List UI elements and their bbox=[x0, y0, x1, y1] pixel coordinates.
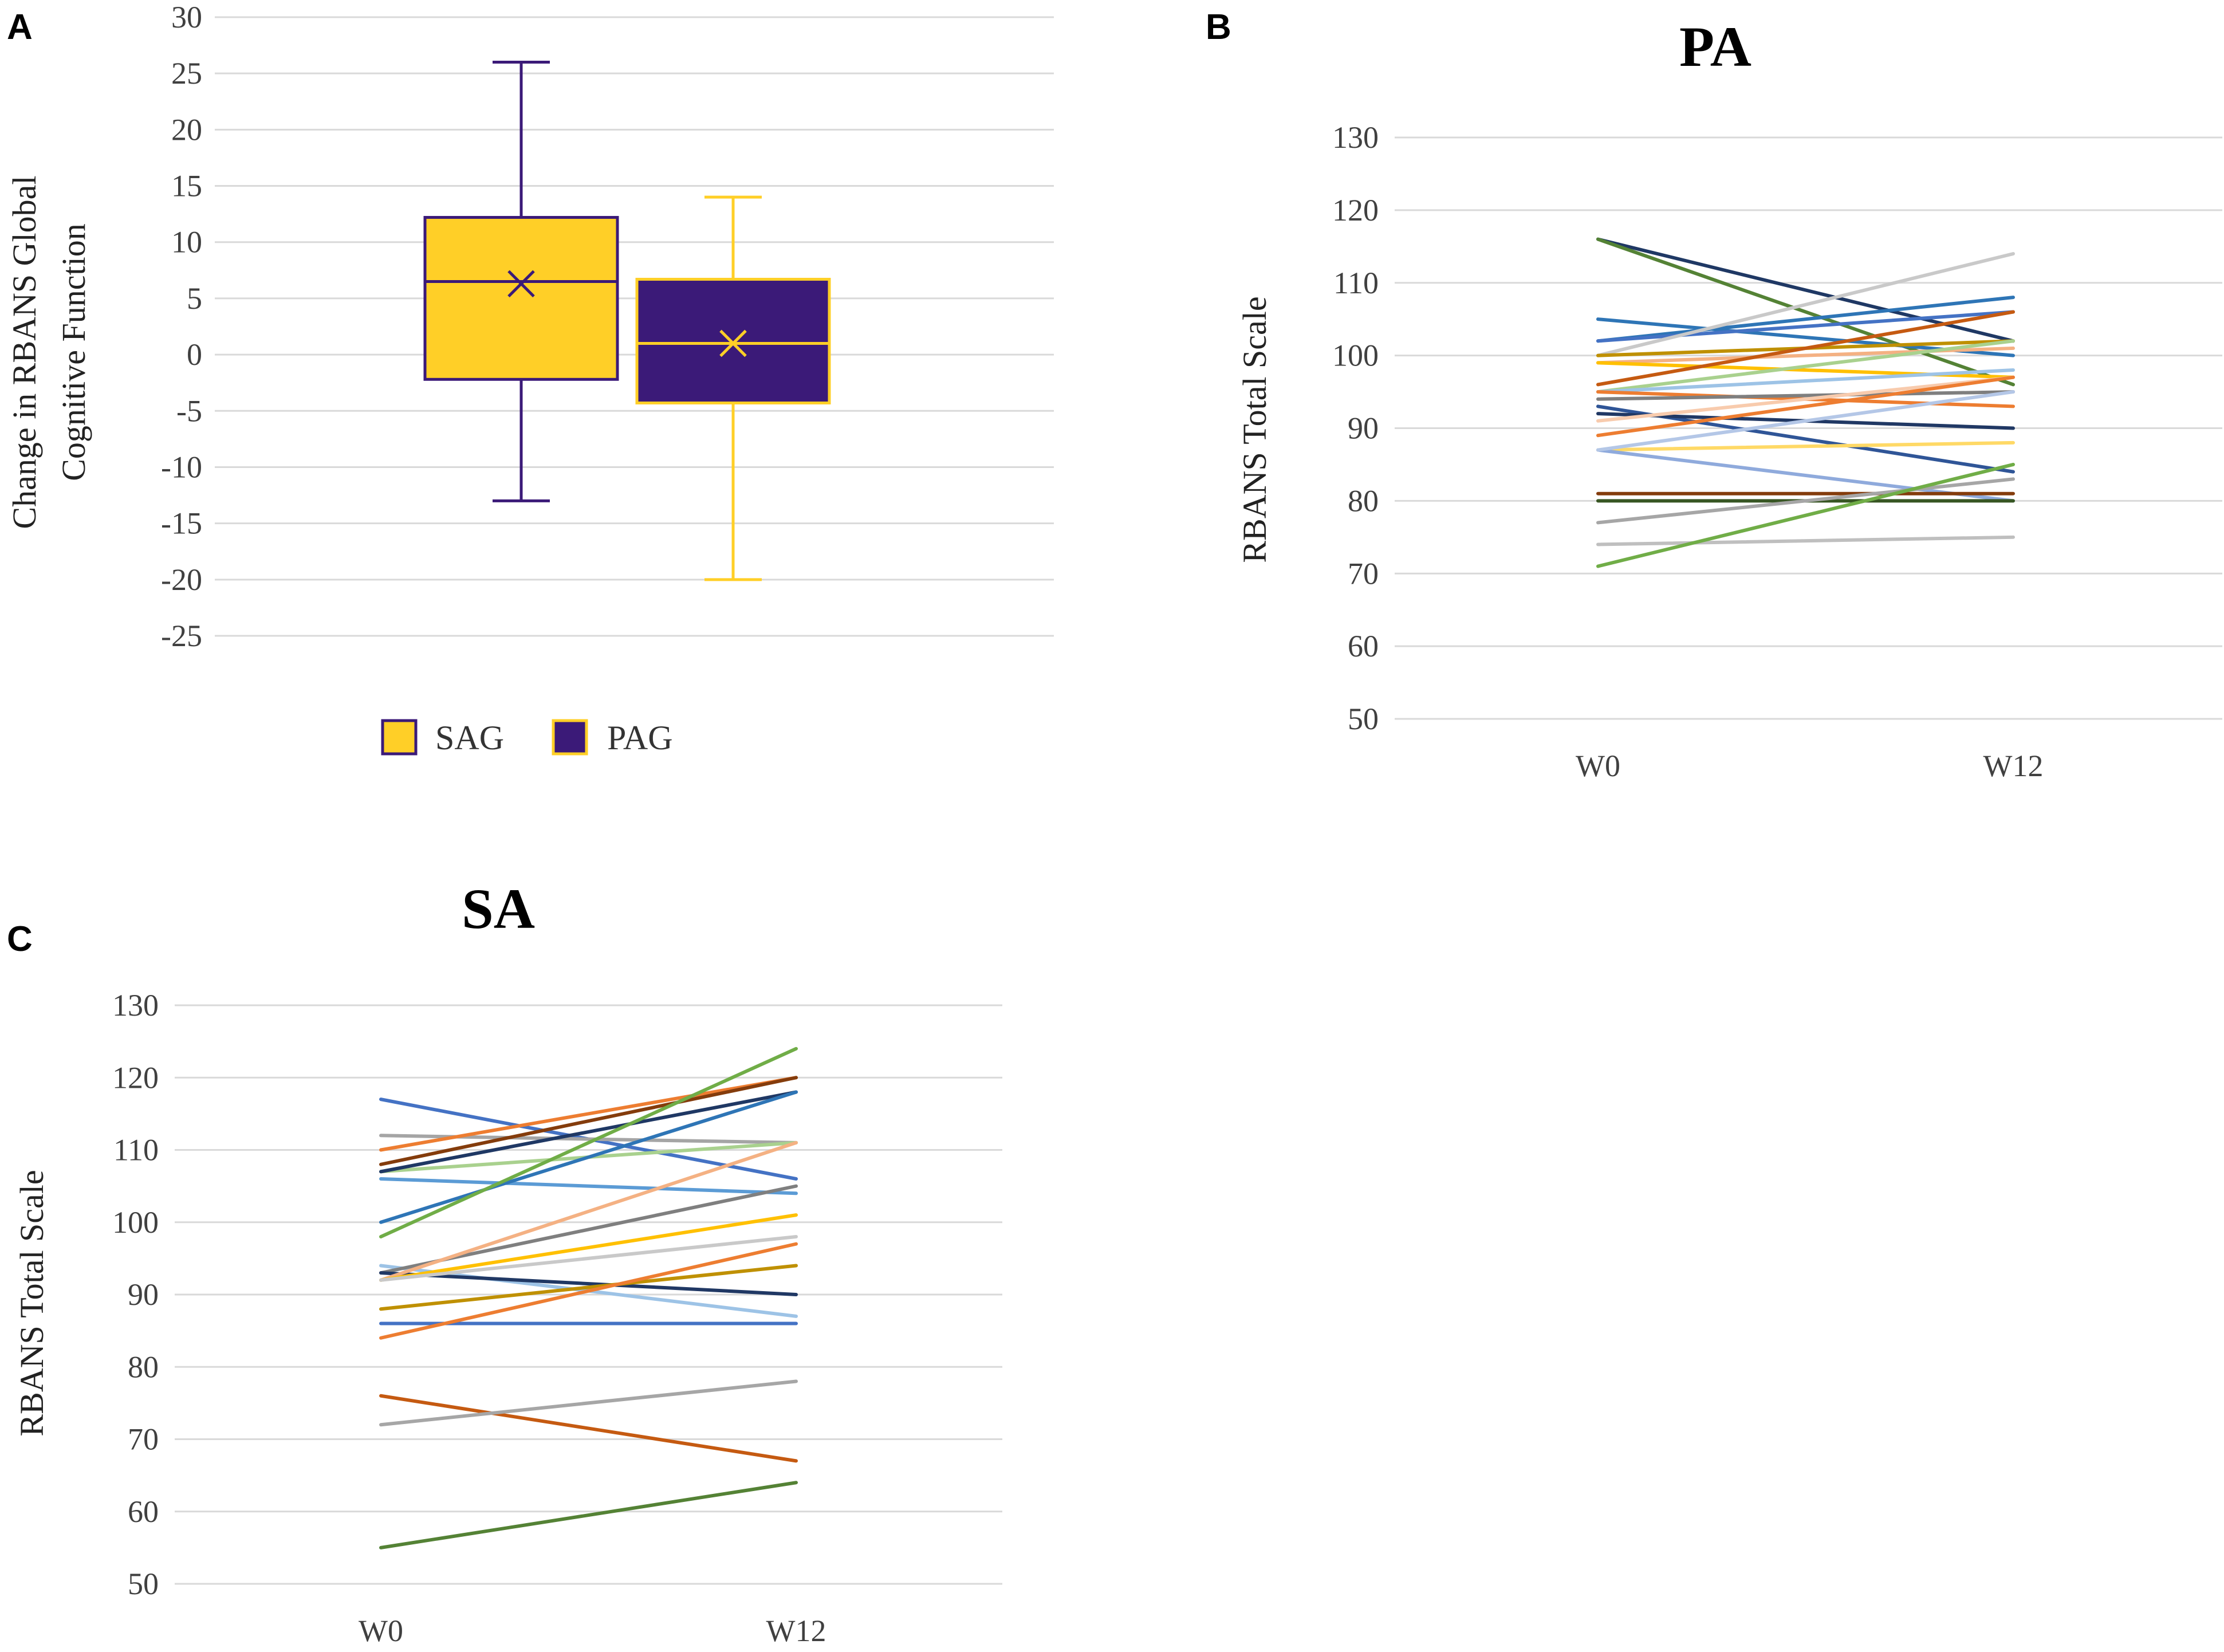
panel-a-y-tick-label: -20 bbox=[161, 563, 202, 597]
panel-a-legend: SAG PAG bbox=[381, 719, 673, 757]
panel-b-title: PA bbox=[1679, 15, 1751, 78]
panel-b-y-tick-label: 120 bbox=[1332, 193, 1379, 227]
series-line bbox=[1596, 535, 2015, 546]
panel-c-y-tick-label: 70 bbox=[128, 1422, 159, 1457]
series-line bbox=[379, 1379, 798, 1427]
panel-c-x-ticks: W0 W12 bbox=[359, 1614, 826, 1648]
box-sag bbox=[423, 61, 619, 502]
panel-letter-a: A bbox=[7, 7, 33, 47]
panel-a-y-tick-label: 5 bbox=[187, 281, 202, 316]
series-line bbox=[379, 1047, 798, 1238]
series-line bbox=[1596, 477, 2015, 525]
iqr-box bbox=[635, 278, 831, 405]
series-line bbox=[379, 1481, 798, 1549]
series-line bbox=[1596, 252, 2015, 357]
series-line bbox=[379, 1264, 798, 1311]
panel-c-y-ticks: 130 120 110 100 90 80 70 60 50 bbox=[112, 988, 159, 1601]
panel-b-gridlines bbox=[1395, 136, 2222, 720]
panel-a-y-tick-label: 0 bbox=[187, 337, 202, 372]
panel-c-title: SA bbox=[462, 877, 535, 941]
panel-c-y-axis-title: RBANS Total Scale bbox=[13, 1170, 50, 1436]
series-line bbox=[1596, 440, 2015, 452]
series-line bbox=[1596, 462, 2015, 568]
panel-c-gridlines bbox=[175, 1004, 1002, 1585]
panel-letter-b: B bbox=[1206, 7, 1231, 47]
panel-a-y-tick-label: 10 bbox=[171, 225, 202, 259]
panel-b-y-tick-label: 130 bbox=[1332, 120, 1379, 155]
panel-b-y-tick-label: 110 bbox=[1333, 266, 1379, 300]
series-line bbox=[379, 1076, 798, 1166]
series-line bbox=[379, 1235, 798, 1282]
panel-a-y-tick-label: -25 bbox=[161, 619, 202, 653]
mean-marker bbox=[719, 329, 747, 357]
panel-a-boxes bbox=[423, 61, 831, 581]
panel-a-y-tick-label: -15 bbox=[161, 506, 202, 541]
panel-a-gridlines bbox=[215, 16, 1054, 637]
panel-b-series-lines bbox=[1596, 237, 2015, 568]
panel-c-y-tick-label: 80 bbox=[128, 1350, 159, 1384]
panel-c-y-tick-label: 110 bbox=[113, 1133, 159, 1167]
series-line bbox=[379, 1090, 798, 1174]
panel-a-y-axis-title-line2: Cognitive Function bbox=[55, 223, 92, 481]
legend-swatch-sag bbox=[381, 719, 418, 756]
legend-label-sag: SAG bbox=[435, 719, 504, 757]
legend-swatch-pag bbox=[552, 719, 588, 756]
panel-a-box-chart: A 30 25 20 15 10 5 0 -5 -10 -15 -20 -25 Change in R… bbox=[6, 0, 1054, 757]
series-line bbox=[1596, 310, 2015, 343]
panel-letter-c: C bbox=[7, 919, 33, 959]
series-line bbox=[1596, 310, 2015, 387]
panel-b-y-tick-label: 50 bbox=[1348, 702, 1379, 736]
panel-a-y-tick-label: 25 bbox=[171, 56, 202, 91]
series-line bbox=[1596, 375, 2015, 438]
panel-c-y-tick-label: 60 bbox=[128, 1494, 159, 1529]
series-line bbox=[1596, 237, 2015, 387]
series-line bbox=[1596, 339, 2015, 394]
panel-b-y-tick-label: 60 bbox=[1348, 629, 1379, 663]
series-line bbox=[379, 1076, 798, 1152]
panel-a-y-axis-title-line1: Change in RBANS Global bbox=[6, 175, 43, 529]
series-line bbox=[379, 1242, 798, 1340]
panel-c-x-tick-label: W12 bbox=[766, 1614, 826, 1648]
series-line bbox=[1596, 375, 2015, 423]
iqr-box bbox=[423, 216, 619, 381]
box-pag bbox=[635, 195, 831, 581]
panel-c-y-tick-label: 90 bbox=[128, 1277, 159, 1312]
panel-c-y-tick-label: 120 bbox=[112, 1060, 159, 1095]
panel-b-y-tick-label: 90 bbox=[1348, 411, 1379, 446]
panel-b-line-chart: B PA 130 120 110 100 90 80 70 60 50 W0 W12 RBANS … bbox=[1206, 7, 2222, 783]
series-line bbox=[379, 1271, 798, 1296]
series-line bbox=[379, 1213, 798, 1282]
series-line bbox=[1596, 368, 2015, 394]
series-line bbox=[379, 1090, 798, 1224]
panel-c-y-tick-label: 130 bbox=[112, 988, 159, 1022]
panel-b-y-tick-label: 70 bbox=[1348, 556, 1379, 591]
panel-a-y-tick-label: 20 bbox=[171, 112, 202, 147]
panel-b-y-tick-label: 100 bbox=[1332, 339, 1379, 373]
panel-a-y-ticks: 30 25 20 15 10 5 0 -5 -10 -15 -20 -25 bbox=[161, 0, 202, 653]
panel-a-y-tick-label: -5 bbox=[176, 394, 202, 428]
series-line bbox=[379, 1394, 798, 1463]
panel-c-line-chart: C SA 130 120 110 100 90 80 70 60 50 W0 W12 RBANS … bbox=[7, 877, 1002, 1648]
series-line bbox=[379, 1140, 798, 1282]
panel-b-y-tick-label: 80 bbox=[1348, 483, 1379, 518]
panel-a-y-tick-label: 15 bbox=[171, 169, 202, 203]
panel-c-series-lines bbox=[379, 1047, 798, 1549]
panel-a-y-tick-label: 30 bbox=[171, 0, 202, 34]
panel-c-y-tick-label: 50 bbox=[128, 1567, 159, 1601]
panel-c-x-tick-label: W0 bbox=[359, 1614, 403, 1648]
panel-c-y-tick-label: 100 bbox=[112, 1205, 159, 1240]
panel-b-x-ticks: W0 W12 bbox=[1576, 749, 2043, 783]
panel-b-x-tick-label: W12 bbox=[1983, 749, 2044, 783]
legend-label-pag: PAG bbox=[607, 719, 673, 757]
mean-marker bbox=[507, 270, 535, 298]
series-line bbox=[1596, 390, 2015, 452]
panel-b-x-tick-label: W0 bbox=[1576, 749, 1620, 783]
panel-b-y-ticks: 130 120 110 100 90 80 70 60 50 bbox=[1332, 120, 1379, 736]
panel-a-y-tick-label: -10 bbox=[161, 450, 202, 484]
series-line bbox=[1596, 296, 2015, 343]
panel-b-y-axis-title: RBANS Total Scale bbox=[1236, 296, 1273, 563]
series-line bbox=[379, 1177, 798, 1195]
series-line bbox=[1596, 390, 2015, 401]
